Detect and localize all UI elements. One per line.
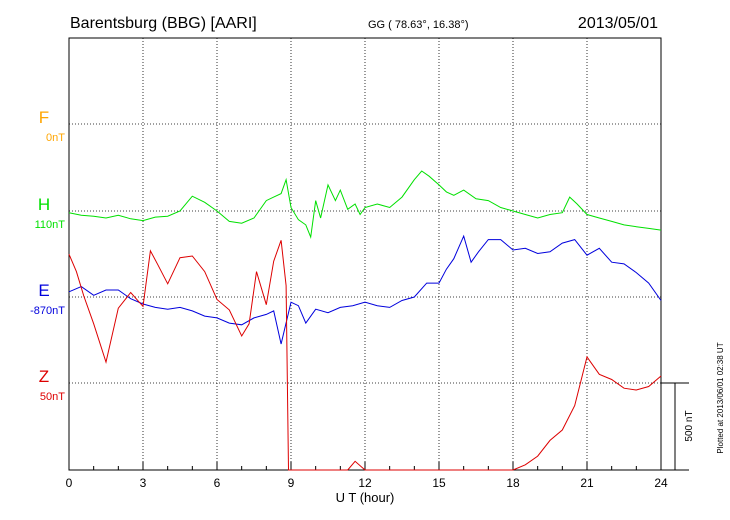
scale-bar: 500 nT [661, 382, 695, 471]
x-tick-label: 12 [358, 476, 372, 490]
x-tick-label: 15 [432, 476, 446, 490]
series-name-z: Z [39, 367, 49, 386]
series-baseline-f: 0nT [46, 132, 65, 144]
plotted-at-credit: Plotted at 2013/06/01 02:38 UT [716, 342, 725, 453]
series-line-z [68, 240, 662, 471]
x-tick-label: 18 [506, 476, 520, 490]
scale-bar-label: 500 nT [684, 410, 695, 441]
x-tick-label: 9 [288, 476, 295, 490]
series-line-e [68, 234, 662, 345]
series-labels: F 0nT H 110nT E -870nT Z 50nT [30, 108, 65, 403]
series-baseline-z: 50nT [40, 391, 65, 403]
grid-lines [69, 38, 661, 470]
chart-date: 2013/05/01 [578, 15, 658, 32]
station-coordinates: GG ( 78.63°, 16.38°) [368, 19, 469, 31]
x-axis-ticks: 0 3 6 9 12 15 18 21 24 [66, 462, 668, 490]
x-tick-label: 21 [580, 476, 594, 490]
series-name-h: H [38, 195, 50, 214]
series-baseline-e: -870nT [30, 305, 65, 317]
x-tick-label: 6 [214, 476, 221, 490]
series-name-e: E [38, 281, 49, 300]
x-tick-label: 3 [140, 476, 147, 490]
series-name-f: F [39, 108, 49, 127]
x-axis-label: U T (hour) [336, 490, 395, 505]
series-line-h [68, 170, 662, 240]
series-baseline-h: 110nT [35, 219, 66, 231]
chart-title: Barentsburg (BBG) [AARI] [70, 15, 257, 32]
series-layer [68, 170, 662, 471]
x-tick-label: 24 [654, 476, 668, 490]
x-tick-label: 0 [66, 476, 73, 490]
